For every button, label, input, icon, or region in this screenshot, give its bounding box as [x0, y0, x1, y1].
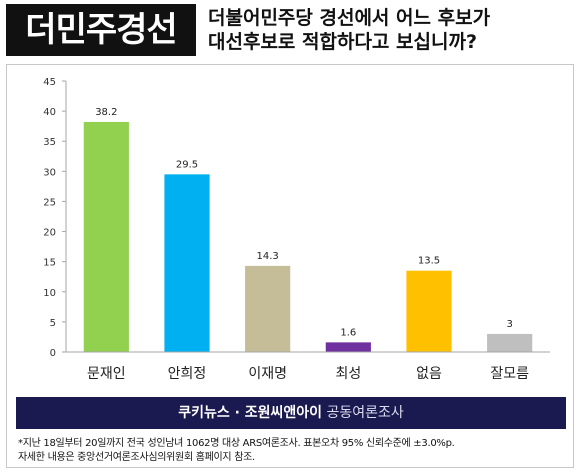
footnote: *지난 18일부터 20일까지 전국 성인남녀 1062명 대상 ARS여론조사… [18, 437, 574, 465]
header: 더민주경선 더불어민주당 경선에서 어느 후보가 대선후보로 적합하다고 보십니… [0, 0, 580, 62]
footnote-line-1: *지난 18일부터 20일까지 전국 성인남녀 1062명 대상 ARS여론조사… [18, 438, 455, 449]
y-tick-label: 20 [43, 228, 56, 239]
y-tick-label: 35 [43, 137, 56, 148]
category-label: 없음 [416, 366, 442, 382]
data-label: 29.5 [176, 159, 198, 170]
y-tick-label: 15 [43, 258, 56, 269]
y-tick-label: 5 [50, 318, 56, 329]
data-label: 14.3 [257, 251, 279, 262]
title-badge: 더민주경선 [6, 4, 196, 56]
bar [164, 174, 210, 352]
bar [487, 333, 533, 352]
y-tick-label: 25 [43, 197, 56, 208]
y-tick-label: 10 [43, 288, 56, 299]
question-line-1: 더불어민주당 경선에서 어느 후보가 [208, 7, 491, 29]
category-label: 문재인 [87, 366, 126, 382]
question-line-2: 대선후보로 적합하다고 보십니까? [208, 31, 477, 53]
category-label: 잘모름 [490, 366, 529, 382]
category-label: 안희정 [168, 366, 207, 382]
data-label: 13.5 [418, 256, 440, 267]
bar [245, 265, 291, 352]
source-bar: 쿠키뉴스 · 조원씨앤아이 공동여론조사 [16, 397, 566, 429]
y-tick-label: 0 [50, 348, 56, 359]
source-main: 쿠키뉴스 · 조원씨앤아이 [178, 405, 323, 421]
chart-frame [6, 64, 574, 468]
category-label: 최성 [335, 366, 361, 382]
bars: 38.2 29.5 14.3 1.6 13.5 3 [83, 107, 533, 352]
y-tick-label: 45 [43, 77, 56, 88]
data-label: 38.2 [95, 107, 117, 118]
x-axis: 문재인 안희정 이재명 최성 없음 잘모름 [66, 351, 550, 382]
footnote-line-2: 자세한 내용은 중앙선거여론조사심의위원회 홈페이지 참조. [18, 452, 255, 463]
bar [406, 270, 452, 352]
y-tick-label: 30 [43, 167, 56, 178]
source-sub: 공동여론조사 [326, 405, 404, 421]
y-axis: 0 5 10 15 20 25 30 35 40 45 [43, 77, 67, 359]
data-label: 1.6 [340, 327, 356, 338]
category-label: 이재명 [248, 366, 287, 382]
bar [83, 121, 129, 352]
data-label: 3 [506, 319, 512, 330]
y-tick-label: 40 [43, 107, 56, 118]
survey-question: 더불어민주당 경선에서 어느 후보가 대선후보로 적합하다고 보십니까? [208, 6, 568, 54]
bar [325, 342, 371, 352]
